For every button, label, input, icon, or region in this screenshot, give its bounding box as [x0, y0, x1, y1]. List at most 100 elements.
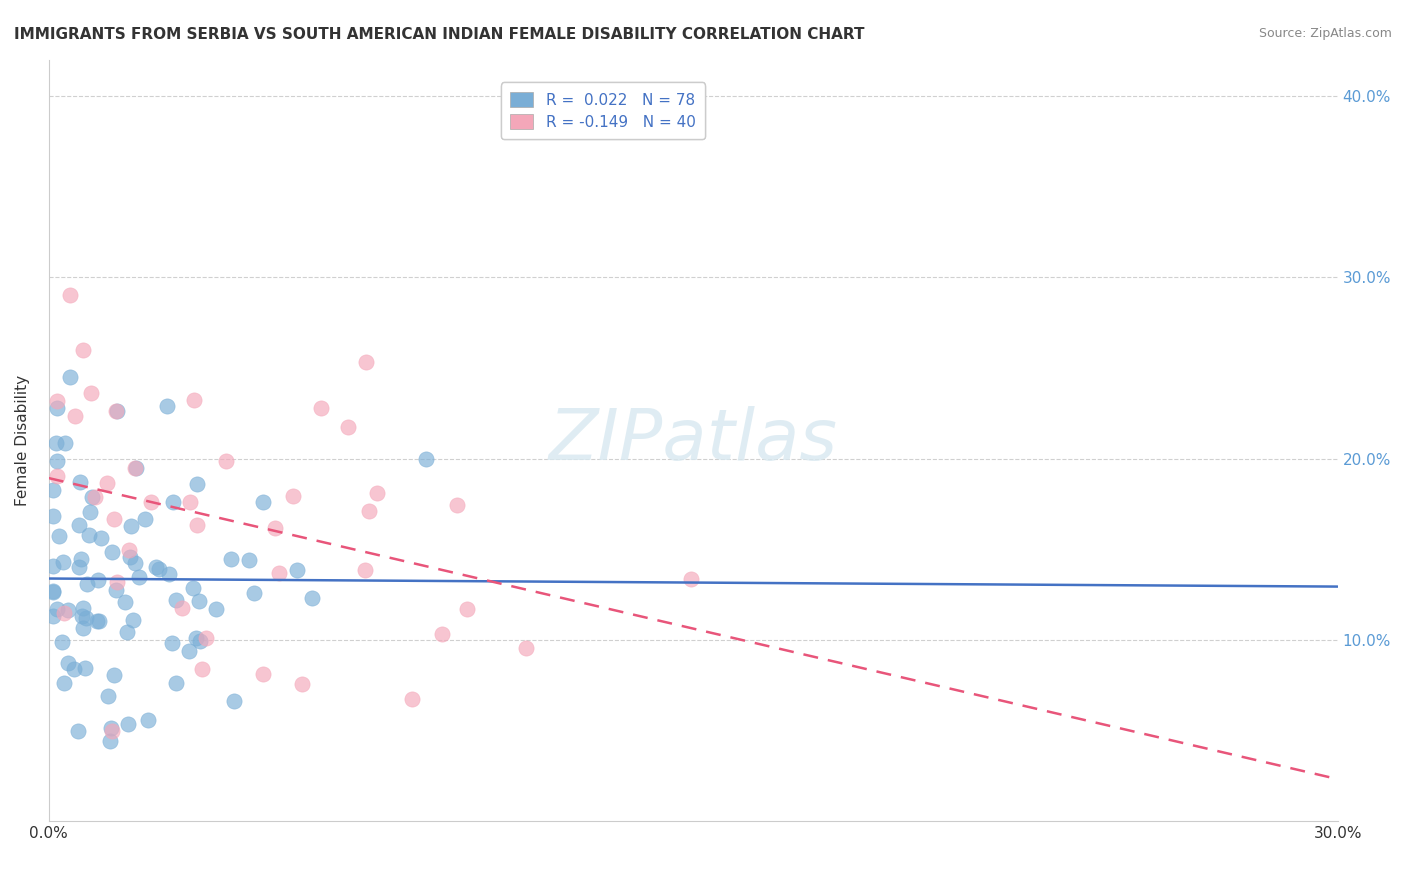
Point	[354, 355, 377, 369]
Point	[104, 583, 127, 598]
Point	[186, 518, 208, 533]
Point	[456, 602, 478, 616]
Point	[72, 621, 94, 635]
Y-axis label: Female Disability: Female Disability	[15, 375, 30, 506]
Point	[188, 634, 211, 648]
Point	[77, 528, 100, 542]
Point	[115, 625, 138, 640]
Point	[269, 566, 291, 580]
Point	[53, 436, 76, 450]
Point	[42, 608, 65, 623]
Point	[359, 504, 381, 518]
Point	[62, 662, 84, 676]
Point	[48, 529, 70, 543]
Point	[117, 717, 139, 731]
Point	[353, 563, 375, 577]
Point	[238, 553, 260, 567]
Point	[290, 676, 312, 690]
Point	[90, 531, 112, 545]
Point	[87, 614, 110, 628]
Point	[42, 583, 65, 598]
Point	[75, 661, 97, 675]
Text: IMMIGRANTS FROM SERBIA VS SOUTH AMERICAN INDIAN FEMALE DISABILITY CORRELATION CH: IMMIGRANTS FROM SERBIA VS SOUTH AMERICAN…	[14, 27, 865, 42]
Point	[194, 631, 217, 645]
Point	[415, 451, 437, 466]
Point	[136, 713, 159, 727]
Point	[80, 386, 103, 401]
Point	[67, 560, 90, 574]
Point	[222, 694, 245, 708]
Legend: R =  0.022   N = 78, R = -0.149   N = 40: R = 0.022 N = 78, R = -0.149 N = 40	[502, 82, 704, 139]
Point	[42, 559, 65, 574]
Point	[285, 563, 308, 577]
Point	[56, 603, 79, 617]
Point	[76, 577, 98, 591]
Point	[148, 562, 170, 576]
Point	[184, 631, 207, 645]
Point	[59, 288, 82, 302]
Point	[515, 641, 537, 656]
Point	[401, 692, 423, 706]
Point	[125, 461, 148, 475]
Point	[52, 555, 75, 569]
Point	[446, 498, 468, 512]
Point	[70, 608, 93, 623]
Point	[134, 511, 156, 525]
Text: ZIPatlas: ZIPatlas	[548, 406, 838, 475]
Point	[100, 721, 122, 735]
Point	[103, 668, 125, 682]
Point	[183, 393, 205, 408]
Point	[84, 491, 107, 505]
Point	[46, 394, 69, 409]
Point	[145, 560, 167, 574]
Point	[97, 689, 120, 703]
Point	[45, 453, 67, 467]
Point	[114, 595, 136, 609]
Point	[156, 399, 179, 413]
Point	[96, 476, 118, 491]
Point	[42, 585, 65, 599]
Point	[69, 518, 91, 533]
Point	[46, 401, 69, 416]
Point	[301, 591, 323, 605]
Point	[309, 401, 332, 415]
Point	[124, 460, 146, 475]
Point	[120, 518, 142, 533]
Point	[42, 483, 65, 497]
Point	[46, 468, 69, 483]
Point	[139, 494, 162, 508]
Point	[170, 601, 193, 615]
Point	[105, 575, 128, 590]
Point	[72, 343, 94, 357]
Point	[336, 420, 359, 434]
Point	[75, 611, 97, 625]
Point	[430, 627, 453, 641]
Point	[52, 606, 75, 620]
Point	[45, 436, 67, 450]
Point	[166, 676, 188, 690]
Point	[70, 552, 93, 566]
Point	[252, 667, 274, 681]
Point	[179, 495, 201, 509]
Point	[101, 723, 124, 738]
Point	[86, 573, 108, 587]
Point	[188, 593, 211, 607]
Point	[120, 550, 142, 565]
Point	[179, 644, 201, 658]
Point	[160, 635, 183, 649]
Point	[86, 614, 108, 628]
Text: Source: ZipAtlas.com: Source: ZipAtlas.com	[1258, 27, 1392, 40]
Point	[366, 486, 388, 500]
Point	[263, 521, 285, 535]
Point	[42, 508, 65, 523]
Point	[128, 570, 150, 584]
Point	[53, 676, 76, 690]
Point	[103, 512, 125, 526]
Point	[51, 635, 73, 649]
Point	[65, 409, 87, 424]
Point	[100, 733, 122, 747]
Point	[105, 404, 128, 418]
Point	[204, 602, 226, 616]
Point	[117, 542, 139, 557]
Point	[191, 662, 214, 676]
